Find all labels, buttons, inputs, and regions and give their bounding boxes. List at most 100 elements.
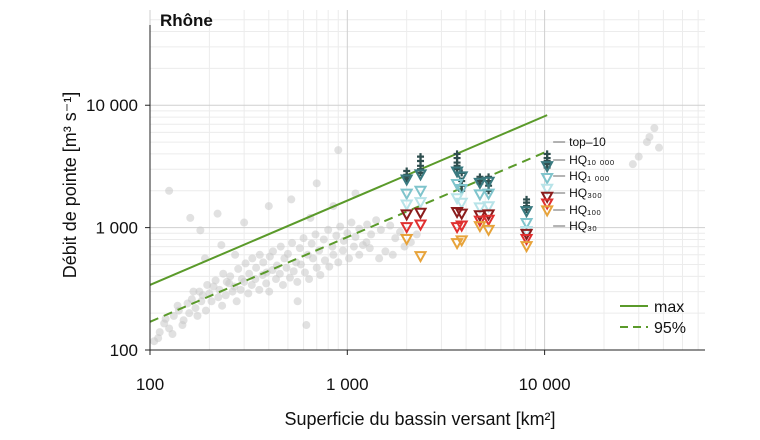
background-point <box>178 321 187 330</box>
legend: max 95% <box>620 299 686 337</box>
background-point <box>228 287 237 296</box>
background-point <box>334 146 343 155</box>
background-point <box>259 258 268 267</box>
background-point <box>311 230 320 239</box>
background-point <box>217 241 226 250</box>
background-point <box>203 280 212 289</box>
background-point <box>161 314 170 323</box>
background-point <box>655 143 664 152</box>
x-tick-label: 100 <box>136 375 164 394</box>
y-tick-label: 100 <box>110 341 138 360</box>
background-point <box>386 221 395 230</box>
background-point <box>275 269 284 278</box>
background-point <box>241 259 250 268</box>
background-point <box>155 328 164 337</box>
background-point <box>191 304 200 313</box>
background-point <box>325 262 334 271</box>
x-tick-label: 1 000 <box>326 375 369 394</box>
background-point <box>355 250 364 259</box>
background-point <box>282 263 291 272</box>
hq-triangle-mark-2 <box>413 185 428 198</box>
hq-triangle-mark-3 <box>481 201 496 214</box>
hq-triangle-mark-6 <box>454 235 469 248</box>
hq-triangle-mark-1 <box>399 174 414 187</box>
background-point <box>268 247 277 256</box>
background-point <box>154 334 163 343</box>
background-point <box>312 179 321 188</box>
background-point <box>247 280 256 289</box>
background-point <box>225 279 234 288</box>
background-point <box>367 230 376 239</box>
top10-cross-mark <box>417 153 425 161</box>
hq-triangle-mark-1 <box>519 206 534 219</box>
hq-triangle-mark-3 <box>540 183 554 196</box>
background-point <box>276 242 285 251</box>
background-point <box>234 264 243 273</box>
axes <box>149 25 705 351</box>
top10-cross-mark <box>453 150 461 158</box>
background-point <box>299 234 308 243</box>
background-point <box>262 279 271 288</box>
hq-triangle-mark-2 <box>473 189 487 202</box>
background-point <box>168 330 177 339</box>
background-point <box>186 213 195 222</box>
background-point <box>338 246 347 255</box>
y-tick-labels: 100 1 000 10 000 <box>86 96 150 360</box>
background-point <box>312 263 321 272</box>
background-points <box>150 124 664 346</box>
x-tick-labels: 100 1 000 10 000 <box>136 350 571 394</box>
background-point <box>219 269 228 278</box>
series-label: HQ₃₀₀ <box>569 186 602 200</box>
hq-triangle-mark-3 <box>454 197 469 210</box>
hq-triangle-mark-4 <box>399 209 414 222</box>
series-label: HQ₁₀ ₀₀₀ <box>569 153 614 167</box>
background-point <box>650 124 659 133</box>
hq-triangle-mark-5 <box>454 220 469 233</box>
hq-triangle-mark-5 <box>540 198 554 211</box>
background-point <box>218 301 227 310</box>
legend-95-label: 95% <box>654 320 686 337</box>
background-point <box>351 232 360 241</box>
background-point <box>293 297 302 306</box>
background-point <box>189 287 198 296</box>
background-point <box>255 250 264 259</box>
background-point <box>302 321 311 330</box>
background-point <box>173 301 182 310</box>
hq-triangle-mark-2 <box>454 183 469 197</box>
background-point <box>365 244 374 253</box>
background-point <box>193 311 202 320</box>
hq-triangle-mark-3 <box>399 199 414 212</box>
background-point <box>278 280 287 289</box>
hq-triangle-mark-1 <box>473 177 487 190</box>
background-point <box>345 254 354 263</box>
background-point <box>226 272 235 281</box>
hq-triangle-mark-1 <box>454 171 469 184</box>
y-tick-label: 1 000 <box>95 219 138 238</box>
hq-triangle-mark-3 <box>413 197 428 210</box>
hq-triangle-mark-4 <box>450 206 464 220</box>
hq-triangle-mark-5 <box>399 222 414 235</box>
background-point <box>209 282 218 291</box>
background-point <box>307 239 316 248</box>
hq-triangle-mark-6 <box>450 238 464 251</box>
background-point <box>332 231 341 240</box>
background-point <box>214 293 223 302</box>
hq-triangle-mark-6 <box>481 224 496 237</box>
hq-triangle-mark-4 <box>413 207 428 220</box>
background-point <box>169 311 178 320</box>
series-labels: top–10 HQ₁₀ ₀₀₀ HQ₁ ₀₀₀ HQ₃₀₀ HQ₁₀₀ HQ₃₀ <box>553 135 614 233</box>
background-point <box>388 250 397 259</box>
hq-triangle-mark-6 <box>540 205 554 218</box>
background-point <box>244 289 253 298</box>
top10-cross-mark <box>417 162 425 170</box>
background-point <box>255 285 264 294</box>
background-point <box>221 291 230 300</box>
background-point <box>362 238 371 247</box>
y-axis-title: Débit de pointe [m³ s⁻¹] <box>60 92 80 279</box>
background-point <box>372 216 381 225</box>
series-label: HQ₁₀₀ <box>569 203 601 217</box>
background-point <box>324 225 333 234</box>
background-point <box>296 260 305 269</box>
background-point <box>187 295 196 304</box>
hq-triangle-mark-5 <box>481 214 496 227</box>
